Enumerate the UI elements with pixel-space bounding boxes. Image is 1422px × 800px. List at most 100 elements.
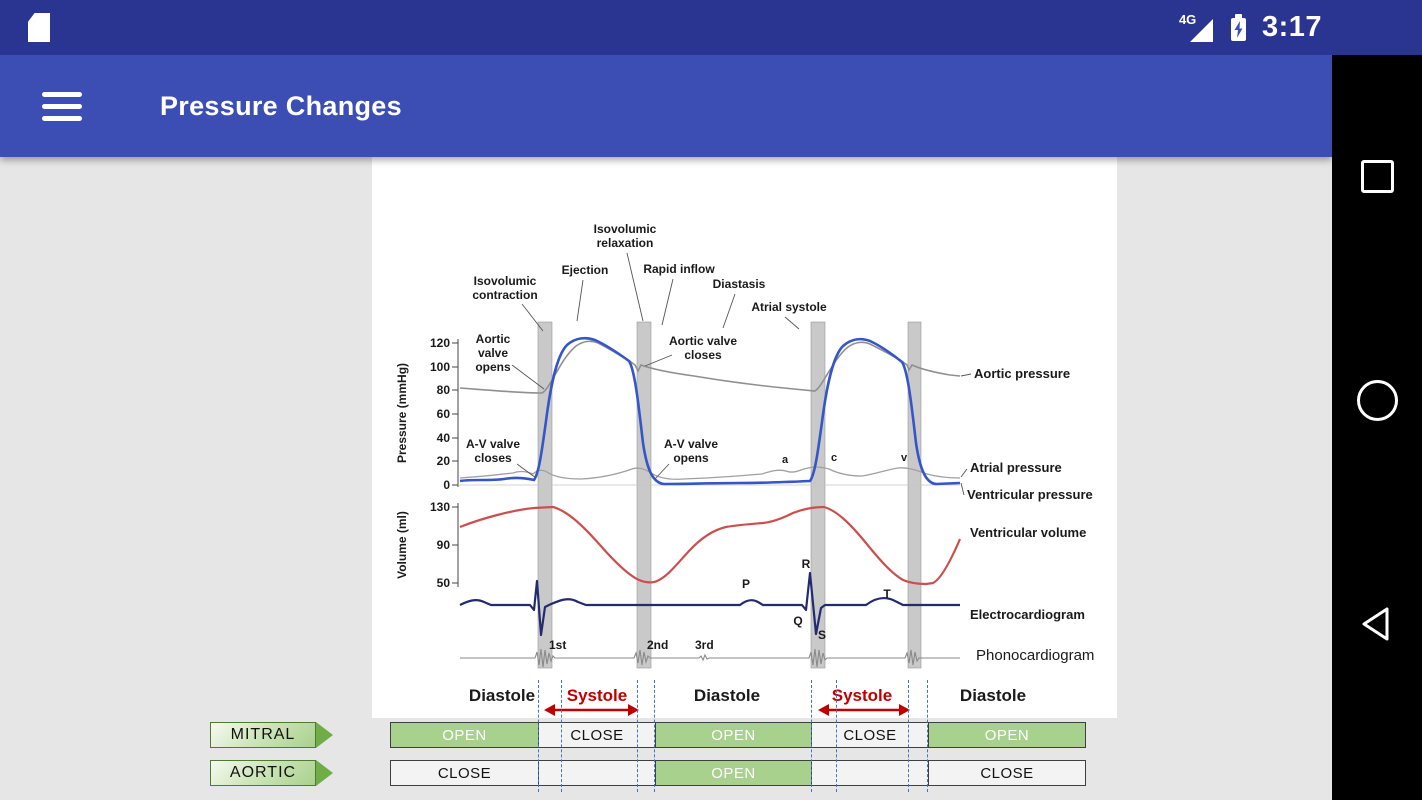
page-title: Pressure Changes (160, 90, 402, 121)
aortic-segment-blank-2 (811, 760, 929, 786)
phase-systole-2: Systole (832, 686, 892, 705)
volume-ticks: 130 90 50 (430, 500, 450, 590)
ventricular-pressure-curve (459, 336, 961, 486)
mitral-segment-open-3: OPEN (928, 722, 1086, 748)
svg-text:60: 60 (437, 407, 451, 421)
diastasis-label: Diastasis (713, 277, 766, 291)
curve-labels: Aortic pressure Atrial pressure Ventricu… (967, 366, 1094, 664)
rapid-inflow-label: Rapid inflow (643, 262, 715, 276)
status-icons: 4G 3:17 (1179, 11, 1322, 44)
svg-text:50: 50 (437, 576, 451, 590)
phase-systole-1: Systole (567, 686, 627, 705)
wiggers-diagram: 120 100 80 60 40 20 0 130 90 50 Pressure… (395, 222, 1094, 716)
aortic-label-arrow-icon (316, 760, 333, 786)
aortic-valve-closes-label: Aortic valve (669, 334, 737, 348)
svg-text:90: 90 (437, 538, 451, 552)
mitral-segment-close-2: CLOSE (811, 722, 929, 748)
ventricular-volume-curve (459, 505, 962, 586)
first-sound-label: 1st (549, 638, 566, 652)
mitral-label-arrow-icon (316, 722, 333, 748)
svg-text:contraction: contraction (472, 288, 537, 302)
heart-sound-labels: 1st 2nd 3rd (549, 638, 714, 652)
atrial-pressure-curve (459, 466, 961, 480)
diagram-panel: 120 100 80 60 40 20 0 130 90 50 Pressure… (372, 157, 1117, 718)
app-bar: Pressure Changes (0, 55, 1332, 157)
atrial-pressure-label: Atrial pressure (970, 460, 1062, 475)
svg-text:120: 120 (430, 336, 450, 350)
sd-card-icon (28, 13, 50, 42)
c-wave-label: c (831, 452, 837, 464)
systole-arrow-2 (818, 704, 910, 716)
aortic-pressure-curve (459, 340, 961, 394)
svg-text:valve: valve (478, 346, 508, 360)
svg-text:closes: closes (474, 451, 512, 465)
svg-text:130: 130 (430, 500, 450, 514)
signal-wedge-icon (1189, 18, 1213, 42)
systole-arrow-1 (544, 704, 639, 716)
annotation-pointer-lines (511, 252, 972, 496)
mitral-label-text: MITRAL (230, 726, 296, 743)
atrial-systole-label: Atrial systole (751, 300, 827, 314)
back-button[interactable] (1332, 603, 1422, 645)
phase-diastole-2: Diastole (694, 686, 760, 705)
phonocardiogram-curve (460, 648, 960, 668)
electrocardiogram-curve (459, 571, 960, 637)
signal-4g-icon: 4G (1179, 12, 1215, 44)
back-triangle-icon (1362, 607, 1389, 641)
axes (452, 339, 459, 587)
aortic-segment-blank-1 (538, 760, 656, 786)
aortic-segment-close-1: CLOSE (390, 760, 539, 786)
content-area: 120 100 80 60 40 20 0 130 90 50 Pressure… (0, 157, 1332, 800)
aortic-segment-close-2: CLOSE (928, 760, 1086, 786)
top-annotations: Isovolumic relaxation Ejection Rapid inf… (472, 222, 827, 314)
aortic-valve-opens-label: Aortic (476, 332, 511, 346)
volume-axis-label: Volume (ml) (395, 511, 409, 579)
mitral-segment-open-1: OPEN (390, 722, 539, 748)
s-wave-label: S (818, 628, 826, 642)
menu-icon[interactable] (42, 85, 82, 128)
svg-text:80: 80 (437, 383, 451, 397)
av-valve-closes-label: A-V valve (466, 437, 520, 451)
a-wave-label: a (782, 454, 789, 466)
valve-annotations: Aortic valve opens Aortic valve closes A… (466, 332, 737, 465)
phase-diastole-3: Diastole (960, 686, 1026, 705)
second-sound-label: 2nd (647, 638, 668, 652)
av-valve-opens-label: A-V valve (664, 437, 718, 451)
home-button[interactable] (1332, 379, 1422, 422)
svg-text:opens: opens (475, 360, 511, 374)
phase-diastole-1: Diastole (469, 686, 535, 705)
aortic-row-label: AORTIC (210, 760, 316, 786)
mitral-segment-close-1: CLOSE (538, 722, 656, 748)
systole-shading-bands (537, 321, 922, 669)
aortic-segment-open-1: OPEN (655, 760, 812, 786)
v-wave-label: v (901, 452, 908, 464)
svg-text:100: 100 (430, 360, 450, 374)
mitral-row-label: MITRAL (210, 722, 316, 748)
p-wave-label: P (742, 577, 750, 591)
electrocardiogram-label: Electrocardiogram (970, 607, 1085, 622)
isovolumic-contraction-label: Isovolumic (474, 274, 537, 288)
t-wave-label: T (883, 587, 891, 601)
phonocardiogram-label: Phonocardiogram (976, 647, 1094, 664)
svg-text:relaxation: relaxation (597, 236, 654, 250)
home-circle-icon (1356, 380, 1398, 421)
aortic-pressure-label: Aortic pressure (974, 366, 1070, 381)
third-sound-label: 3rd (695, 638, 714, 652)
status-time: 3:17 (1261, 11, 1322, 43)
pressure-axis-label: Pressure (mmHg) (395, 363, 409, 463)
status-bar: 4G 3:17 (0, 0, 1422, 55)
recents-button[interactable] (1332, 159, 1422, 194)
phase-labels: Diastole Systole Diastole Systole Diasto… (469, 686, 1026, 705)
pressure-ticks: 120 100 80 60 40 20 0 (430, 336, 450, 492)
recents-square-icon (1360, 160, 1394, 193)
isovolumic-relaxation-label: Isovolumic (594, 222, 657, 236)
atrial-wave-labels: a c v (782, 452, 908, 466)
ventricular-pressure-label: Ventricular pressure (967, 487, 1093, 502)
mitral-segment-open-2: OPEN (655, 722, 812, 748)
navigation-bar (1332, 55, 1422, 800)
svg-text:opens: opens (673, 451, 709, 465)
svg-text:20: 20 (437, 454, 451, 468)
aortic-label-text: AORTIC (229, 764, 297, 781)
ventricular-volume-label: Ventricular volume (970, 525, 1086, 540)
